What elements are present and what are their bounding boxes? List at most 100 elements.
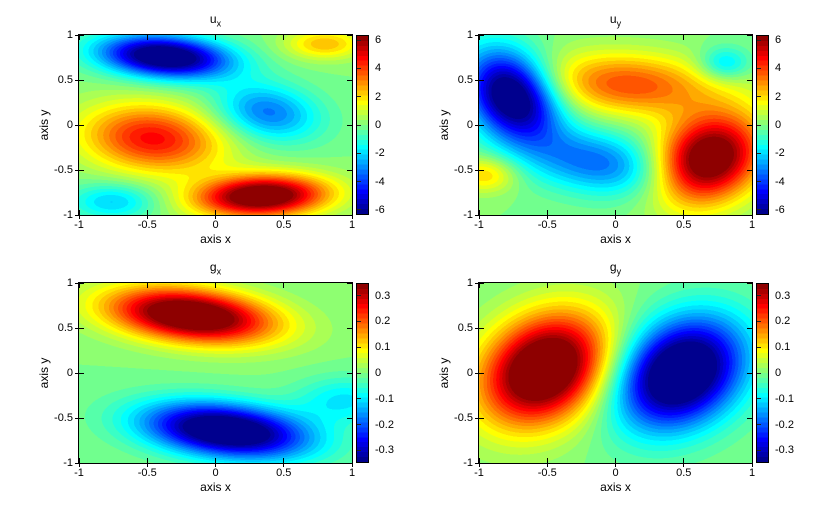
colorbar-tick-mark: [357, 124, 361, 126]
colorbar-tick-label: 4: [375, 62, 382, 75]
y-tick-mark: [347, 462, 352, 464]
colorbar-tick-label: 2: [775, 90, 782, 103]
x-tick-label: 0: [612, 467, 619, 479]
subplot-uy: uy axis x axis y 6 4 2 0 -2 -4 -6 -1 -0.5 0 0.5 1-…: [437, 12, 785, 246]
x-tick-label: 1: [748, 467, 756, 479]
y-tick-mark: [75, 34, 84, 36]
colorbar-tick-mark: [357, 449, 361, 451]
colorbar-tick-mark: [757, 209, 761, 211]
x-tick-mark: [283, 458, 285, 467]
y-tick-mark: [747, 372, 752, 374]
y-tick-mark: [475, 79, 484, 81]
x-tick-mark: [546, 210, 548, 219]
y-tick-mark: [75, 79, 84, 81]
colorbar: 6 4 2 0 -2 -4 -6: [356, 34, 385, 216]
colorbar-tick-label: -0.2: [775, 418, 794, 431]
x-tick-mark: [683, 283, 685, 288]
colorbar-tick-label: -2: [375, 147, 385, 160]
colorbar-tick-mark: [757, 424, 761, 426]
colorbar-canvas: [757, 36, 768, 214]
plot-title-sub: y: [616, 18, 622, 29]
y-tick-label: -0.5: [454, 164, 473, 176]
x-tick-label: 1: [348, 467, 356, 479]
y-tick-mark: [747, 214, 752, 216]
colorbar-tick-label: 0: [775, 119, 782, 131]
colorbar-tick-mark: [357, 209, 361, 211]
y-tick-mark: [475, 327, 484, 329]
y-tick-label: 0: [466, 119, 473, 131]
colorbar-tick-label: -0.3: [775, 444, 794, 457]
y-tick-mark: [347, 124, 352, 126]
y-tick-mark: [747, 417, 752, 419]
y-tick-mark: [75, 282, 84, 284]
plot-title: gy: [479, 260, 752, 278]
x-tick-mark: [683, 458, 685, 467]
x-tick-label: -0.5: [537, 467, 557, 479]
colorbar-tick-mark: [757, 320, 761, 322]
subplot-gx: gx axis x axis y 0.3 0.2 0.1 0 -0.1 -0.2 -0.3 …: [37, 260, 394, 494]
x-tick-label: 0.5: [676, 219, 692, 231]
y-tick-label: -0.5: [54, 164, 73, 176]
y-tick-label: 0: [66, 367, 73, 379]
colorbar-canvas: [757, 284, 768, 462]
x-axis-label: axis x: [600, 232, 631, 246]
colorbar-tick-mark: [357, 424, 361, 426]
x-tick-label: 0.5: [676, 467, 692, 479]
heatmap-canvas-uy: [479, 35, 752, 215]
y-tick-mark: [475, 34, 484, 36]
y-tick-label: -1: [463, 457, 473, 469]
x-tick-mark: [351, 35, 353, 40]
colorbar-tick-mark: [757, 295, 761, 297]
plot-title-base: u: [209, 12, 217, 26]
colorbar-tick-label: 0.1: [375, 341, 391, 354]
x-tick-label: 0: [612, 219, 619, 231]
colorbar-tick-mark: [757, 152, 761, 154]
colorbar: 0.3 0.2 0.1 0 -0.1 -0.2 -0.3: [356, 283, 394, 463]
colorbar-tick-label: 0.3: [375, 289, 391, 302]
y-tick-mark: [475, 417, 484, 419]
subplot-ux: ux axis x axis y 6 4 2 0 -2 -4 -6 -1 -0.5 0 0.5 1-…: [37, 12, 385, 246]
subplot-gy: gy axis x axis y 0.3 0.2 0.1 0 -0.1 -0.2 -0.3 …: [437, 260, 794, 494]
x-tick-label: 0: [212, 467, 219, 479]
x-tick-label: -1: [74, 467, 84, 479]
y-tick-mark: [475, 372, 484, 374]
y-tick-label: -1: [463, 209, 473, 221]
x-tick-mark: [615, 35, 616, 40]
x-tick-label: 0.5: [276, 467, 292, 479]
x-tick-mark: [683, 35, 685, 40]
colorbar-tick-mark: [757, 449, 761, 451]
y-tick-label: 0.5: [57, 322, 73, 334]
colorbar-tick-label: -4: [375, 175, 385, 188]
colorbar-tick-mark: [357, 346, 361, 348]
y-tick-mark: [347, 169, 352, 171]
x-tick-mark: [283, 35, 285, 40]
colorbar-tick-mark: [357, 398, 361, 400]
x-axis-label: axis x: [200, 480, 231, 494]
y-tick-label: 0: [66, 119, 73, 131]
y-tick-mark: [347, 34, 352, 36]
y-tick-mark: [747, 462, 752, 464]
x-tick-mark: [215, 458, 216, 467]
y-tick-mark: [347, 282, 352, 284]
colorbar-tick-mark: [357, 39, 361, 41]
x-tick-label: -0.5: [137, 467, 157, 479]
y-tick-mark: [475, 214, 484, 216]
colorbar-tick-mark: [357, 67, 361, 69]
colorbar-tick-label: 6: [775, 34, 782, 47]
y-tick-mark: [475, 169, 484, 171]
plot-title-base: g: [609, 260, 617, 274]
plot-title-sub: x: [216, 18, 222, 29]
colorbar-tick-label: 0: [775, 367, 782, 379]
y-tick-mark: [747, 34, 752, 36]
colorbar-tick-mark: [757, 96, 761, 98]
x-tick-mark: [146, 35, 148, 40]
colorbar-tick-mark: [357, 181, 361, 182]
y-tick-mark: [747, 327, 752, 329]
colorbar-tick-mark: [757, 67, 761, 69]
colorbar-tick-mark: [357, 320, 361, 322]
y-tick-label: -1: [63, 457, 73, 469]
x-tick-label: 1: [748, 219, 756, 231]
x-tick-mark: [546, 283, 548, 288]
x-tick-mark: [146, 458, 148, 467]
